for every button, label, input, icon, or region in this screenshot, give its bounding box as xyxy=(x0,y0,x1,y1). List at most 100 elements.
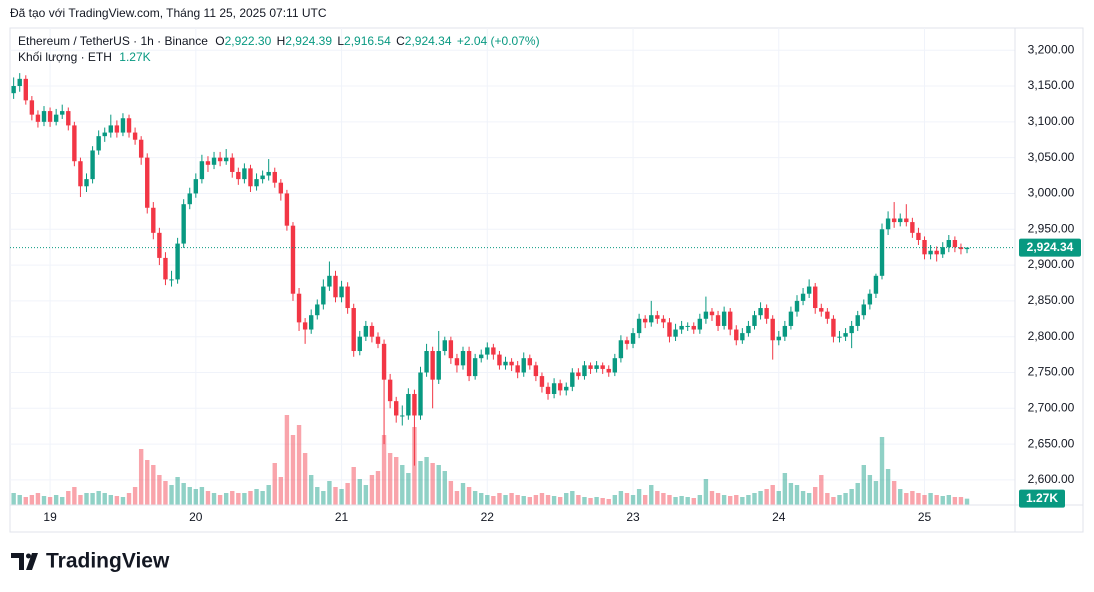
y-tick-label: 2,600.00 xyxy=(1028,472,1075,486)
volume-bar xyxy=(806,493,812,505)
candle-body xyxy=(114,125,120,133)
volume-bar xyxy=(315,487,320,505)
candle-body xyxy=(582,365,587,377)
volume-bar xyxy=(151,465,156,505)
volume-bar xyxy=(861,465,866,505)
candle-body xyxy=(557,383,563,391)
candle-body xyxy=(84,179,89,187)
volume-bar xyxy=(497,493,502,505)
volume-bar xyxy=(205,491,211,505)
candle-body xyxy=(946,240,952,248)
volume-bar xyxy=(746,495,751,505)
volume-bar xyxy=(72,487,77,505)
candle-body xyxy=(952,240,958,248)
volume-bar xyxy=(685,497,690,505)
candle-body xyxy=(460,351,466,366)
volume-bar xyxy=(199,487,205,505)
volume-last-box xyxy=(1019,489,1065,508)
candle-body xyxy=(17,78,22,87)
volume-bar xyxy=(278,477,284,505)
candle-body xyxy=(545,386,551,394)
volume-bar xyxy=(691,498,696,505)
volume-bar xyxy=(108,495,114,505)
candle-body xyxy=(564,386,569,391)
attribution: Đã tạo với TradingView.com, Tháng 11 25,… xyxy=(10,6,327,20)
volume-bar xyxy=(958,497,964,505)
open-value: 2,922.30 xyxy=(225,34,272,48)
volume-bar xyxy=(321,491,326,505)
volume-bar xyxy=(624,493,630,505)
volume-bar xyxy=(418,461,423,505)
candle-body xyxy=(157,232,162,258)
y-tick-label: 2,850.00 xyxy=(1028,293,1075,307)
candle-body xyxy=(217,157,223,162)
volume-bar xyxy=(922,495,927,505)
volume-bar xyxy=(47,497,53,505)
volume-bar xyxy=(661,493,666,505)
candle-body xyxy=(284,193,290,226)
candle-body xyxy=(539,376,545,387)
volume-bar xyxy=(53,495,59,505)
candle-body xyxy=(230,157,235,172)
candle-body xyxy=(898,218,903,223)
candle-body xyxy=(327,275,332,287)
volume-bar xyxy=(472,491,478,505)
volume-bar xyxy=(855,483,860,505)
volume-bar xyxy=(849,489,854,505)
volume-bar xyxy=(430,463,435,505)
volume-bar xyxy=(679,496,684,505)
candle-body xyxy=(394,401,399,416)
volume-bar xyxy=(145,460,150,505)
candle-body xyxy=(96,136,101,151)
volume-bar xyxy=(813,487,818,505)
candle-body xyxy=(485,347,490,355)
volume-bar xyxy=(102,493,107,505)
x-tick-label: 25 xyxy=(918,510,932,524)
candle-body xyxy=(861,304,866,316)
candle-body xyxy=(78,161,83,187)
volume-bar xyxy=(940,496,945,505)
volume-bar xyxy=(734,495,739,505)
volume-bar xyxy=(394,457,399,505)
high-value: 2,924.39 xyxy=(285,34,332,48)
volume-bar xyxy=(703,479,709,505)
volume-bar xyxy=(96,491,101,505)
candle-body xyxy=(849,325,854,334)
candle-body xyxy=(685,325,690,327)
volume-bar xyxy=(697,495,703,505)
candle-body xyxy=(400,415,405,417)
candle-body xyxy=(904,218,909,223)
candle-body xyxy=(205,161,211,165)
volume-bar xyxy=(873,481,879,505)
volume-bar xyxy=(885,469,891,505)
candle-body xyxy=(600,365,605,369)
candle-body xyxy=(697,318,703,330)
candle-body xyxy=(296,293,302,323)
volume-bar xyxy=(709,491,715,505)
candle-body xyxy=(916,232,921,240)
volume-bar xyxy=(551,496,557,505)
candle-body xyxy=(831,318,836,337)
candle-body xyxy=(278,182,284,194)
volume-bar xyxy=(539,493,545,505)
candle-body xyxy=(794,300,800,312)
candle-body xyxy=(223,157,229,162)
volume-bar xyxy=(533,495,539,505)
candle-body xyxy=(928,250,933,255)
last-price-label: 2,924.34 xyxy=(1027,240,1074,254)
volume-bar xyxy=(649,485,654,505)
volume-bar xyxy=(946,495,952,505)
x-tick-label: 20 xyxy=(189,510,203,524)
chart-frame xyxy=(9,27,1084,533)
volume-bar xyxy=(904,493,909,505)
volume-bar xyxy=(782,473,788,505)
open-label: O xyxy=(215,34,224,48)
candle-body xyxy=(770,318,775,341)
candle-body xyxy=(248,168,253,187)
volume-bar xyxy=(564,493,569,505)
volume-bar xyxy=(436,465,441,505)
volume-bar xyxy=(843,493,848,505)
volume-bar xyxy=(503,495,508,505)
volume-bar xyxy=(266,485,271,505)
candle-body xyxy=(163,257,168,280)
